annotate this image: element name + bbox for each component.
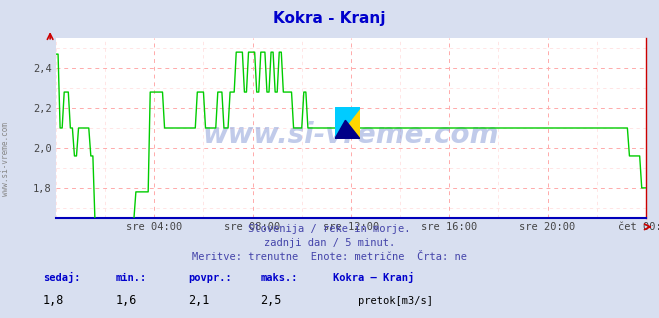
Text: 2,1: 2,1 [188, 294, 209, 307]
Text: min.:: min.: [115, 273, 146, 283]
Text: Kokra – Kranj: Kokra – Kranj [333, 273, 414, 283]
Text: Slovenija / reke in morje.
zadnji dan / 5 minut.
Meritve: trenutne  Enote: metri: Slovenija / reke in morje. zadnji dan / … [192, 224, 467, 262]
Text: pretok[m3/s]: pretok[m3/s] [358, 296, 433, 306]
Text: 1,8: 1,8 [43, 294, 64, 307]
Text: www.si-vreme.com: www.si-vreme.com [1, 122, 10, 196]
Polygon shape [335, 107, 360, 139]
Text: maks.:: maks.: [260, 273, 298, 283]
Text: povpr.:: povpr.: [188, 273, 231, 283]
Text: 2,5: 2,5 [260, 294, 281, 307]
Text: Kokra - Kranj: Kokra - Kranj [273, 11, 386, 26]
Text: www.si-vreme.com: www.si-vreme.com [203, 121, 499, 149]
Text: 1,6: 1,6 [115, 294, 136, 307]
Polygon shape [335, 120, 360, 139]
Polygon shape [335, 107, 360, 139]
Text: sedaj:: sedaj: [43, 273, 80, 283]
